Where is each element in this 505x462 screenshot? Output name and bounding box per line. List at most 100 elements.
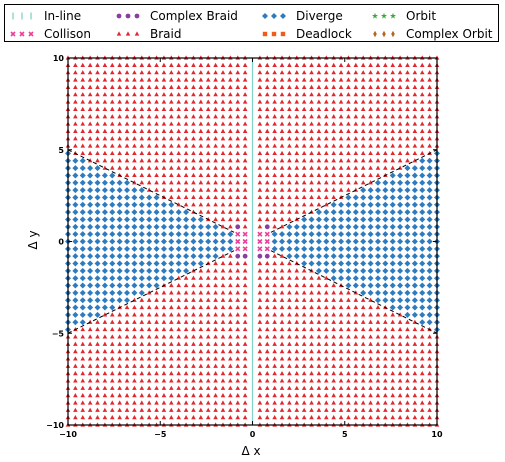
point-braid bbox=[235, 378, 241, 383]
point-diverge bbox=[426, 194, 433, 201]
point-diverge bbox=[109, 172, 116, 179]
point-braid bbox=[272, 150, 277, 156]
point-braid bbox=[309, 143, 314, 148]
point-diverge bbox=[109, 289, 116, 296]
point-braid bbox=[309, 77, 314, 82]
point-braid bbox=[279, 202, 285, 207]
point-braid bbox=[198, 92, 204, 97]
point-braid bbox=[191, 172, 196, 178]
point-braid bbox=[346, 121, 351, 126]
point-braid bbox=[176, 202, 181, 207]
point-braid bbox=[427, 99, 432, 104]
point-braid bbox=[117, 341, 122, 346]
point-braid bbox=[132, 128, 137, 133]
point-diverge bbox=[411, 194, 418, 201]
legend-marker bbox=[380, 12, 388, 19]
point-diverge bbox=[94, 187, 101, 194]
point-diverge bbox=[138, 209, 145, 216]
point-braid bbox=[80, 77, 86, 82]
point-braid bbox=[228, 84, 233, 89]
point-braid bbox=[375, 172, 381, 178]
point-diverge bbox=[301, 216, 308, 223]
point-braid bbox=[176, 356, 181, 361]
point-braid bbox=[331, 172, 336, 178]
point-diverge bbox=[124, 231, 131, 238]
point-diverge bbox=[116, 187, 123, 194]
point-braid bbox=[154, 62, 159, 67]
point-braid bbox=[228, 128, 233, 133]
point-braid bbox=[405, 150, 410, 156]
point-braid bbox=[102, 341, 108, 346]
point-braid bbox=[427, 400, 432, 405]
point-braid bbox=[191, 407, 196, 412]
point-braid bbox=[264, 202, 270, 207]
point-braid bbox=[375, 407, 381, 412]
point-diverge bbox=[389, 275, 396, 282]
point-braid bbox=[353, 407, 359, 412]
point-braid bbox=[397, 92, 403, 97]
point-diverge bbox=[323, 223, 330, 230]
point-braid bbox=[102, 378, 108, 383]
point-diverge bbox=[109, 216, 116, 223]
point-braid bbox=[220, 356, 226, 361]
point-braid bbox=[375, 326, 381, 332]
point-braid bbox=[73, 393, 78, 398]
point-braid bbox=[80, 70, 86, 75]
point-braid bbox=[220, 84, 226, 89]
point-braid bbox=[146, 99, 152, 104]
point-braid bbox=[183, 165, 189, 170]
point-braid bbox=[176, 400, 181, 405]
point-braid bbox=[272, 363, 277, 368]
point-braid bbox=[368, 172, 373, 178]
point-braid bbox=[117, 415, 122, 420]
point-braid bbox=[264, 415, 270, 420]
point-braid bbox=[102, 363, 108, 368]
point-diverge bbox=[411, 297, 418, 304]
point-braid bbox=[235, 209, 241, 214]
point-braid bbox=[191, 334, 196, 339]
point-braid bbox=[264, 70, 270, 75]
point-complex-braid bbox=[242, 253, 248, 259]
point-braid bbox=[198, 136, 204, 141]
point-diverge bbox=[411, 267, 418, 274]
point-diverge bbox=[146, 260, 153, 267]
point-braid bbox=[191, 326, 196, 332]
point-braid bbox=[324, 282, 329, 288]
point-braid bbox=[301, 172, 307, 178]
point-braid bbox=[235, 282, 241, 288]
point-braid bbox=[80, 114, 86, 119]
point-braid bbox=[301, 268, 307, 273]
y-tick-label: 0 bbox=[58, 238, 64, 247]
point-braid bbox=[102, 92, 108, 97]
point-braid bbox=[368, 319, 373, 324]
point-braid bbox=[95, 136, 100, 141]
point-braid bbox=[139, 319, 145, 324]
point-diverge bbox=[87, 260, 94, 267]
point-braid bbox=[228, 194, 233, 200]
point-braid bbox=[205, 282, 211, 288]
point-braid bbox=[169, 194, 174, 200]
point-braid bbox=[427, 70, 432, 75]
point-diverge bbox=[338, 201, 345, 208]
point-braid bbox=[191, 180, 196, 185]
point-braid bbox=[228, 99, 233, 104]
point-diverge bbox=[212, 253, 219, 260]
point-braid bbox=[191, 290, 196, 295]
point-braid bbox=[353, 92, 359, 97]
point-diverge bbox=[419, 282, 426, 289]
point-braid bbox=[154, 180, 159, 185]
point-diverge bbox=[360, 260, 367, 267]
point-braid bbox=[353, 136, 359, 141]
point-braid bbox=[375, 158, 381, 163]
point-braid bbox=[161, 70, 167, 75]
point-braid bbox=[294, 150, 300, 156]
point-diverge bbox=[404, 179, 411, 186]
point-braid bbox=[264, 209, 270, 214]
point-braid bbox=[338, 70, 344, 75]
point-braid bbox=[242, 202, 248, 207]
point-braid bbox=[279, 165, 285, 170]
point-braid bbox=[287, 114, 292, 119]
point-braid bbox=[154, 319, 159, 324]
point-braid bbox=[213, 326, 218, 332]
point-diverge bbox=[131, 209, 138, 216]
